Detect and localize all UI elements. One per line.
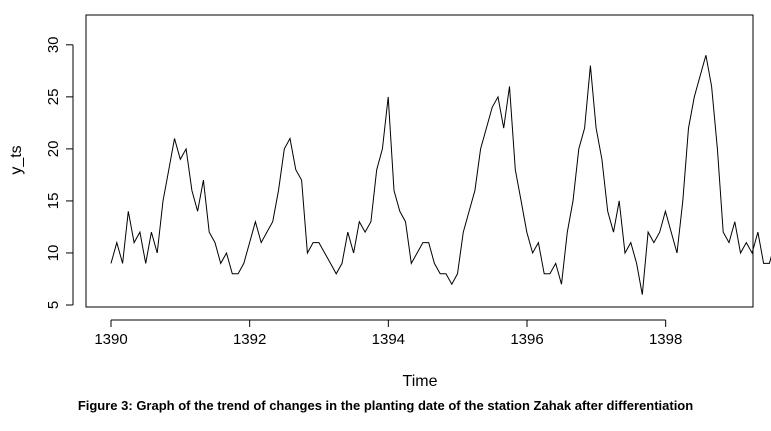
y-tick-label: 30 (45, 36, 62, 53)
y-axis-label: y_ts (8, 145, 25, 174)
x-tick-label: 1396 (510, 331, 543, 348)
x-axis: 1390 1392 1394 1396 1398 (94, 319, 682, 348)
x-axis-label: Time (403, 373, 438, 390)
x-tick-label: 1398 (649, 331, 682, 348)
y-tick-label: 20 (45, 141, 62, 158)
y-tick-label: 5 (45, 301, 62, 309)
series-line (110, 55, 771, 295)
x-tick-label: 1390 (94, 331, 127, 348)
figure-caption: Figure 3: Graph of the trend of changes … (77, 398, 694, 413)
y-axis: 5 10 15 20 25 30 (45, 36, 74, 309)
y-tick-label: 15 (45, 193, 62, 210)
y-tick-label: 25 (45, 89, 62, 106)
y-tick-label: 10 (45, 245, 62, 262)
x-tick-label: 1392 (233, 331, 266, 348)
plot-frame (85, 14, 754, 308)
x-tick-label: 1394 (372, 331, 405, 348)
